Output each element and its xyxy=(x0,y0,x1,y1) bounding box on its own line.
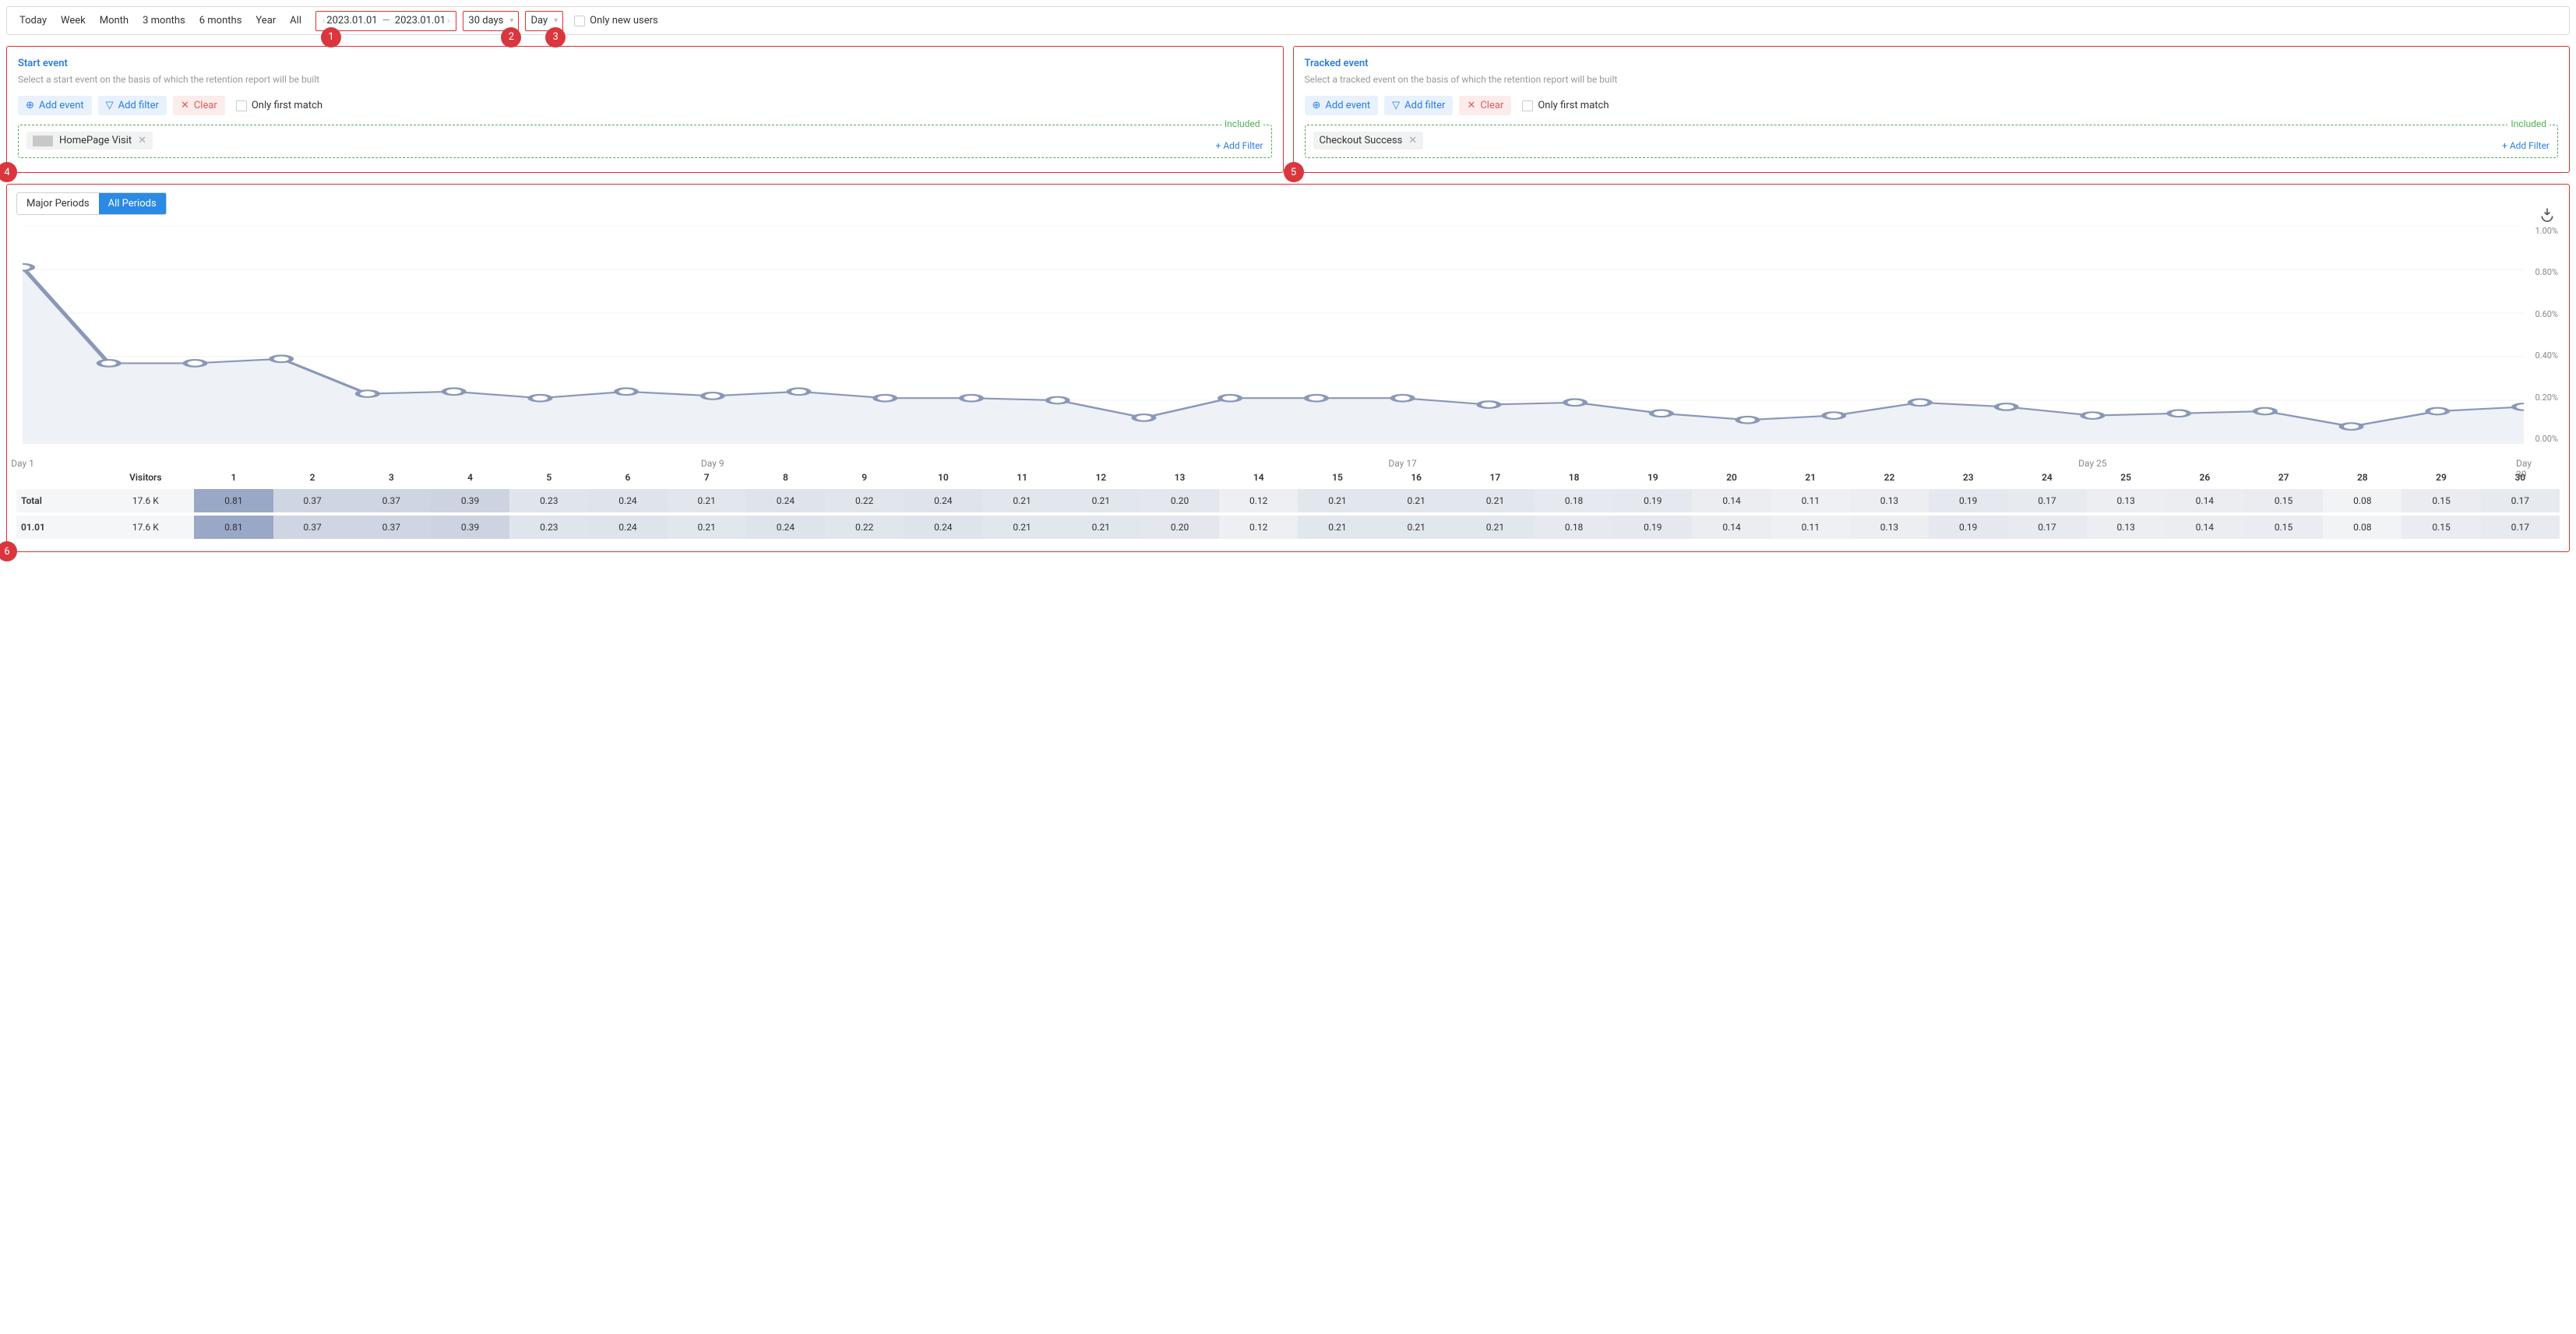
callout-badge-1: 1 xyxy=(321,27,341,48)
included-events-box: Included HomePage Visit ✕ + Add Filter xyxy=(18,125,1272,158)
period-tab-switch: Major Periods All Periods xyxy=(16,192,167,215)
event-color-swatch xyxy=(33,136,53,146)
date-to: 2023.01.01 xyxy=(395,15,446,26)
period-tab[interactable]: All xyxy=(287,12,305,30)
granularity-select[interactable]: Day ▾ 3 xyxy=(525,11,563,31)
funnel-icon: ▽ xyxy=(106,100,114,111)
period-tab[interactable]: 6 months xyxy=(196,12,245,30)
tracked-event-panel: Tracked event Select a tracked event on … xyxy=(1293,46,2571,173)
granularity-label: Day xyxy=(530,15,548,26)
checkbox-icon[interactable] xyxy=(1522,100,1533,111)
add-filter-link[interactable]: + Add Filter xyxy=(2502,140,2550,151)
only-new-users-label: Only new users xyxy=(590,15,658,26)
event-panels-row: Start event Select a start event on the … xyxy=(6,46,2570,173)
chevron-left-icon[interactable]: ‹ xyxy=(321,16,326,26)
included-label: Included xyxy=(2507,118,2550,129)
checkbox-icon[interactable] xyxy=(574,16,585,26)
checkbox-icon[interactable] xyxy=(236,100,247,111)
x-icon: ✕ xyxy=(181,100,189,111)
period-tab[interactable]: Week xyxy=(58,12,89,30)
add-event-button[interactable]: ⊕Add event xyxy=(1305,96,1379,115)
clear-button[interactable]: ✕Clear xyxy=(1459,96,1511,115)
caret-down-icon: ▾ xyxy=(554,16,558,25)
remove-tag-icon[interactable]: ✕ xyxy=(138,135,146,146)
tab-all-periods[interactable]: All Periods xyxy=(99,193,166,214)
period-tab[interactable]: 3 months xyxy=(139,12,189,30)
add-filter-button[interactable]: ▽Add filter xyxy=(98,96,167,115)
included-events-box: Included Checkout Success ✕ + Add Filter xyxy=(1305,125,2559,158)
caret-down-icon: ▾ xyxy=(509,16,513,25)
included-label: Included xyxy=(1221,118,1263,129)
tracked-event-subtitle: Select a tracked event on the basis of w… xyxy=(1305,74,2559,85)
retention-table: Visitors12345678910111213141516171819202… xyxy=(16,466,2560,539)
start-event-title: Start event xyxy=(18,58,1272,69)
chevron-right-icon[interactable]: › xyxy=(446,16,451,26)
add-filter-link[interactable]: + Add Filter xyxy=(1216,140,1263,151)
tracked-event-title: Tracked event xyxy=(1305,58,2559,69)
add-filter-button[interactable]: ▽Add filter xyxy=(1384,96,1453,115)
tracked-event-buttons: ⊕Add event ▽Add filter ✕Clear Only first… xyxy=(1305,96,2559,115)
start-event-buttons: ⊕Add event ▽Add filter ✕Clear Only first… xyxy=(18,96,1272,115)
remove-tag-icon[interactable]: ✕ xyxy=(1408,135,1417,146)
callout-badge-6: 6 xyxy=(0,541,17,561)
callout-badge-4: 4 xyxy=(0,162,17,182)
period-tab[interactable]: Month xyxy=(97,12,132,30)
date-dash: — xyxy=(382,15,390,26)
retention-line-chart: 1.00%0.80%0.60%0.40%0.20%0.00% Day 1Day … xyxy=(23,226,2524,444)
retention-chart-panel: Major Periods All Periods 1.00%0.80%0.60… xyxy=(6,184,2570,552)
start-event-panel: Start event Select a start event on the … xyxy=(6,46,1284,173)
period-tab[interactable]: Today xyxy=(16,12,50,30)
period-tab[interactable]: Year xyxy=(252,12,279,30)
date-range-picker[interactable]: ‹ 2023.01.01 — 2023.01.01 › 1 xyxy=(315,11,456,31)
callout-badge-2: 2 xyxy=(501,27,521,48)
event-tag[interactable]: HomePage Visit ✕ xyxy=(26,132,153,150)
only-new-users-checkbox[interactable]: Only new users xyxy=(574,15,658,26)
tab-major-periods[interactable]: Major Periods xyxy=(17,193,99,214)
plus-circle-icon: ⊕ xyxy=(1313,100,1321,111)
event-tag-label: HomePage Visit xyxy=(59,135,132,146)
download-icon[interactable] xyxy=(2539,206,2555,226)
clear-button[interactable]: ✕Clear xyxy=(173,96,225,115)
callout-badge-5: 5 xyxy=(1284,162,1304,182)
event-tag[interactable]: Checkout Success ✕ xyxy=(1313,132,1424,150)
start-event-subtitle: Select a start event on the basis of whi… xyxy=(18,74,1272,85)
only-first-match-checkbox[interactable]: Only first match xyxy=(236,100,322,111)
add-event-button[interactable]: ⊕Add event xyxy=(18,96,92,115)
range-length-select[interactable]: 30 days ▾ 2 xyxy=(463,11,519,31)
time-toolbar: Today Week Month 3 months 6 months Year All ‹ … xyxy=(6,6,2570,35)
range-length-label: 30 days xyxy=(468,15,503,26)
event-tag-label: Checkout Success xyxy=(1320,135,1403,146)
only-first-match-checkbox[interactable]: Only first match xyxy=(1522,100,1609,111)
y-axis-labels: 1.00%0.80%0.60%0.40%0.20%0.00% xyxy=(2535,226,2558,444)
callout-badge-3: 3 xyxy=(545,27,566,48)
funnel-icon: ▽ xyxy=(1392,100,1400,111)
period-tabs: Today Week Month 3 months 6 months Year All xyxy=(12,10,309,31)
plus-circle-icon: ⊕ xyxy=(26,100,34,111)
date-from: 2023.01.01 xyxy=(326,15,377,26)
x-icon: ✕ xyxy=(1467,100,1475,111)
